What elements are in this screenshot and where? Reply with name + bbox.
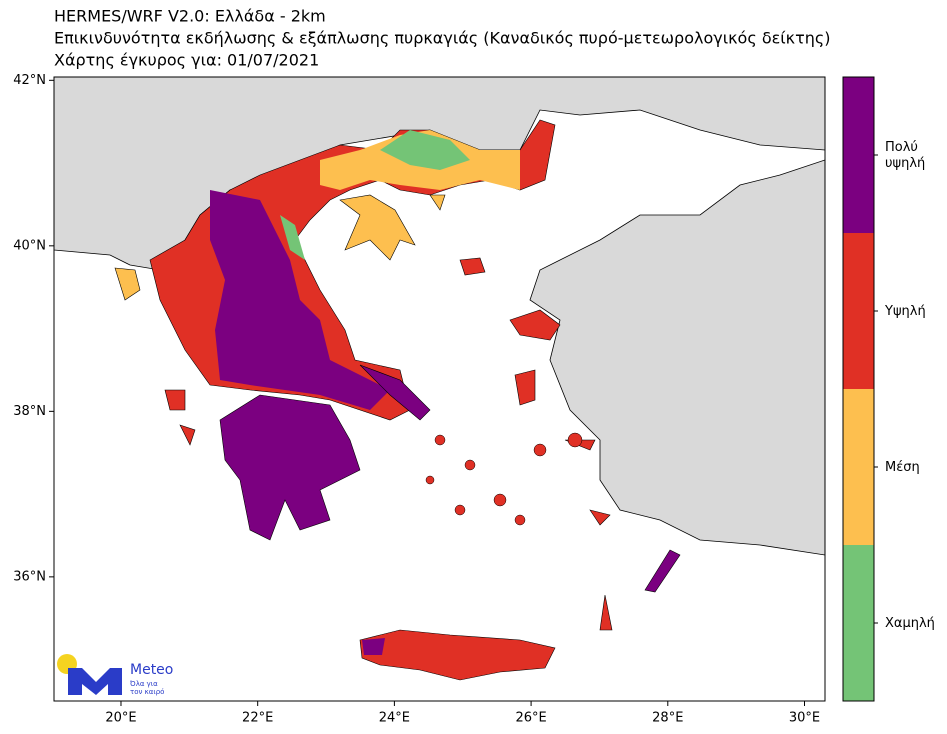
peloponnese xyxy=(219,394,361,541)
crete xyxy=(359,629,556,681)
lon-tick-label: 22°E xyxy=(242,711,273,726)
title-line: HERMES/WRF V2.0: Ελλάδα - 2km xyxy=(54,7,326,26)
legend-swatch xyxy=(843,545,874,701)
logo: Meteo Όλα για τον καιρό xyxy=(57,654,173,696)
lon-tick-label: 28°E xyxy=(652,711,683,726)
logo-tagline: Όλα για xyxy=(129,680,158,688)
crete-high xyxy=(362,638,385,655)
thassos xyxy=(429,194,446,211)
colorbar: Πολύ υψηλή Υψηλή Μέση Χαμηλή xyxy=(842,76,935,702)
zakynthos xyxy=(179,424,196,446)
rhodes xyxy=(644,549,681,593)
legend-swatch xyxy=(843,233,874,389)
map-frame xyxy=(53,76,826,702)
euboea xyxy=(359,364,431,421)
lat-tick-label: 40°N xyxy=(13,238,46,253)
lat-tick-label: 38°N xyxy=(13,404,46,419)
map: Meteo Όλα για τον καιρό xyxy=(54,77,825,701)
cyclades xyxy=(425,432,583,526)
colorbar-frame xyxy=(842,76,875,702)
legend-label: Μέση xyxy=(885,460,920,475)
lat-tick-label: 36°N xyxy=(13,569,46,584)
legend-swatch xyxy=(843,77,874,233)
ticks: 20°E 22°E 24°E 26°E 28°E 30°E 42°N 40°N 38°N 36°N xyxy=(13,73,820,726)
lesvos xyxy=(509,309,561,341)
logo-name: Meteo xyxy=(130,662,173,678)
lon-tick-label: 20°E xyxy=(105,711,136,726)
logo-tagline: τον καιρό xyxy=(130,688,164,696)
title-line: Χάρτης έγκυρος για: 01/07/2021 xyxy=(54,51,319,70)
lat-tick-label: 42°N xyxy=(13,73,46,88)
lon-tick-label: 30°E xyxy=(789,711,820,726)
legend-label: Υψηλή xyxy=(884,304,926,319)
pindus xyxy=(210,190,390,410)
olympus-low xyxy=(280,215,305,260)
kefalonia xyxy=(164,389,186,411)
kos xyxy=(589,509,611,526)
lon-tick-label: 24°E xyxy=(379,711,410,726)
lon-tick-label: 26°E xyxy=(515,711,546,726)
lemnos xyxy=(459,257,486,276)
title-line: Επικινδυνότητα εκδήλωσης & εξάπλωσης πυρ… xyxy=(54,29,831,48)
karpathos xyxy=(599,594,613,631)
thrace-low xyxy=(380,130,470,170)
corfu xyxy=(114,267,141,301)
turkey xyxy=(529,159,825,556)
chios xyxy=(514,369,536,406)
legend-label: Χαμηλή xyxy=(885,616,935,631)
legend-swatch xyxy=(843,389,874,545)
chalkidiki xyxy=(339,194,416,261)
legend-label: Πολύ υψηλή xyxy=(885,140,925,171)
